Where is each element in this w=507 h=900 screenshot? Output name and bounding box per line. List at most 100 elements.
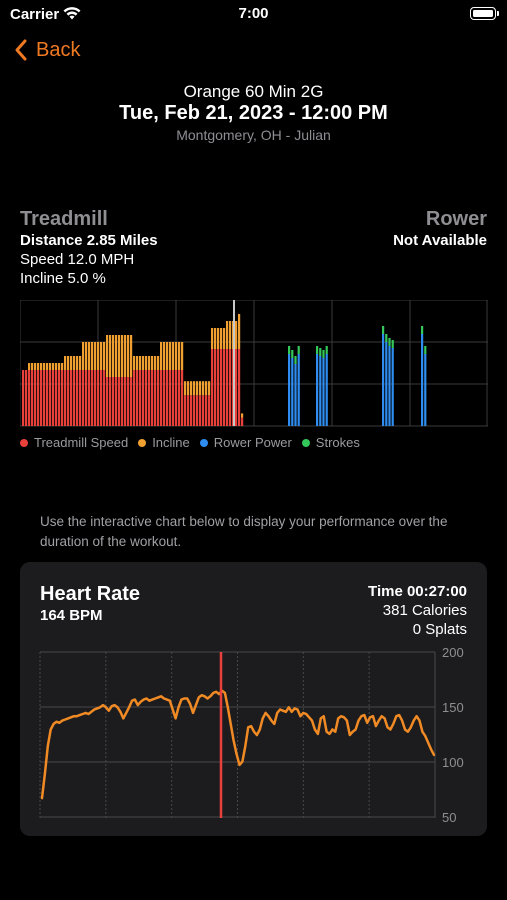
speed-bar [220,349,223,426]
speed-bar [157,370,160,426]
incline-bar [151,356,154,370]
incline-bar [79,356,82,370]
legend-dot-icon [138,438,147,447]
speed-bar [208,395,211,426]
speed-bar [211,349,214,426]
speed-bar [229,349,232,426]
treadmill-speed: Speed 12.0 MPH [20,251,135,268]
incline-bar [202,381,205,396]
back-label: Back [36,38,81,61]
incline-bar [205,381,208,396]
speed-bar [199,395,202,426]
speed-bar [64,370,67,426]
legend-item-rower-power: Rower Power [199,435,292,450]
incline-bar [190,381,193,396]
strokes-bar [291,350,294,358]
incline-bar [67,356,70,370]
rower-title: Rower [425,208,487,230]
rower-power-bar [388,346,391,426]
speed-bar [79,370,82,426]
incline-bar [58,363,61,370]
heart-rate-card [20,562,487,836]
speed-bar [202,395,205,426]
wifi-icon [63,7,81,20]
speed-bar [196,395,199,426]
speed-bar [61,370,64,426]
incline-bar [160,342,163,370]
speed-bar [106,377,109,426]
incline-bar [91,342,94,370]
strokes-bar [316,346,319,354]
speed-bar [241,417,244,426]
speed-bar [235,349,238,426]
y-tick-label: 100 [442,755,464,770]
incline-bar [52,363,55,370]
speed-bar [103,370,106,426]
incline-bar [130,335,133,377]
legend-dot-icon [20,438,28,447]
speed-bar [148,370,151,426]
incline-bar [142,356,145,370]
speed-bar [154,370,157,426]
incline-bar [166,342,169,370]
incline-bar [49,363,52,370]
rower-power-bar [316,354,319,426]
speed-bar [88,370,91,426]
heart-rate-chart[interactable]: 200 150 100 50 [30,640,480,830]
speed-bar [136,370,139,426]
carrier-label: Carrier [10,6,60,23]
workout-location: Montgomery, OH - Julian [176,127,331,143]
battery-tip-icon [497,11,499,16]
speed-bar [34,370,37,426]
incline-bar [148,356,151,370]
y-tick-label: 150 [442,700,464,715]
speed-bar [85,370,88,426]
rower-power-bar [382,334,385,426]
incline-bar [226,321,229,349]
y-tick-label: 200 [442,645,464,660]
back-button[interactable]: Back [14,38,80,62]
speed-bar [31,370,34,426]
speed-bar [40,370,43,426]
speed-bar [217,349,220,426]
rower-power-bar [291,358,294,426]
strokes-bar [319,348,322,356]
incline-bar [61,363,64,370]
speed-bar [142,370,145,426]
speed-bar [166,370,169,426]
speed-bar [97,370,100,426]
activity-bars [22,314,427,426]
incline-bar [97,342,100,370]
incline-bar [175,342,178,370]
incline-bar [169,342,172,370]
workout-time: Time 00:27:00 [368,583,467,600]
incline-bar [163,342,166,370]
speed-bar [145,370,148,426]
incline-bar [208,381,211,396]
speed-bar [133,370,136,426]
speed-bar [193,395,196,426]
speed-bar [58,370,61,426]
speed-bar [112,377,115,426]
activity-chart[interactable] [20,300,488,428]
legend-dot-icon [199,438,208,447]
speed-bar [73,370,76,426]
rower-power-bar [319,356,322,426]
legend-label: Treadmill Speed [34,435,129,450]
incline-bar [85,342,88,370]
speed-bar [55,370,58,426]
rower-power-bar [424,354,427,426]
incline-bar [214,328,217,349]
strokes-bar [288,346,291,354]
strokes-bar [385,334,388,342]
incline-bar [121,335,124,377]
incline-bar [28,363,31,370]
incline-bar [145,356,148,370]
speed-bar [163,370,166,426]
rower-power-bar [288,354,291,426]
strokes-bar [382,326,385,334]
incline-bar [136,356,139,370]
workout-datetime: Tue, Feb 21, 2023 - 12:00 PM [119,102,388,124]
speed-bar [43,370,46,426]
incline-bar [187,381,190,396]
